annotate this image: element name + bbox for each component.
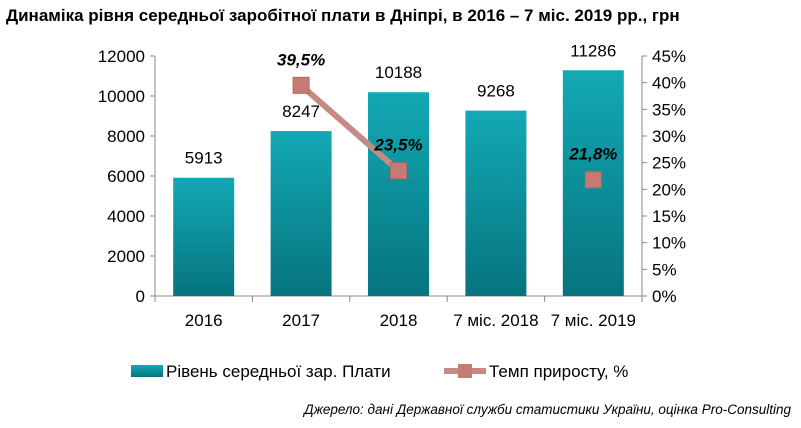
y-right-tick-label: 5%	[652, 260, 677, 279]
growth-line-segment	[298, 82, 402, 174]
y-left-tick-label: 8000	[107, 127, 145, 146]
bar-value-label: 10188	[375, 63, 422, 82]
bar-series	[173, 70, 624, 297]
source-note: Джерело: дані Державної служби статистик…	[304, 402, 791, 417]
growth-value-label: 21,8%	[568, 145, 617, 164]
axes: 0 2000 4000 6000 8000 10000 12000 0% 5% 10% 15% 20%…	[98, 47, 686, 330]
x-tick-label: 7 міс. 2019	[551, 311, 636, 330]
y-left-tick-label: 12000	[98, 47, 145, 66]
bar-value-label: 9268	[477, 82, 515, 101]
legend-line-label: Темп приросту, %	[489, 362, 628, 381]
growth-marker	[292, 76, 310, 94]
legend-bar-label: Рівень середньої зар. Плати	[166, 362, 391, 381]
y-left-tick-label: 0	[136, 287, 145, 306]
y-right-tick-label: 15%	[652, 207, 686, 226]
growth-marker	[390, 162, 407, 180]
legend-bar-swatch	[131, 365, 163, 377]
data-labels: 5913 8247 10188 9268 11286 39,5% 23,5% 21,8%	[185, 41, 618, 167]
bar	[173, 177, 235, 296]
x-tick-label: 2016	[185, 311, 223, 330]
y-right-tick-label: 0%	[652, 287, 677, 306]
legend-line-marker	[458, 364, 472, 378]
growth-value-label: 39,5%	[277, 50, 325, 69]
y-left-tick-label: 4000	[107, 207, 145, 226]
growth-line-series	[292, 76, 602, 189]
x-tick-label: 2018	[380, 311, 418, 330]
bar-value-label: 8247	[282, 102, 320, 121]
bar	[368, 92, 429, 297]
growth-value-label: 23,5%	[373, 136, 422, 155]
y-left-tick-label: 2000	[107, 247, 145, 266]
chart-title: Динаміка рівня середньої заробітної плат…	[6, 6, 680, 25]
y-left-tick-label: 10000	[98, 87, 145, 106]
bar	[465, 110, 527, 296]
y-right-tick-label: 35%	[652, 100, 686, 119]
y-right-tick-label: 25%	[652, 154, 686, 173]
y-right-tick-label: 45%	[652, 47, 686, 66]
bar-value-label: 11286	[570, 41, 616, 60]
y-right-tick-label: 40%	[652, 74, 686, 93]
legend: Рівень середньої зар. Плати Темп приросту…	[131, 362, 628, 381]
y-right-tick-label: 10%	[652, 234, 686, 253]
bar	[270, 131, 332, 296]
x-tick-label: 7 міс. 2018	[453, 311, 538, 330]
y-left-tick-label: 6000	[107, 167, 145, 186]
growth-marker	[584, 171, 602, 189]
y-right-tick-label: 20%	[652, 180, 686, 199]
bar-value-label: 5913	[185, 149, 223, 168]
y-right-tick-label: 30%	[652, 127, 686, 146]
x-tick-label: 2017	[282, 311, 320, 330]
